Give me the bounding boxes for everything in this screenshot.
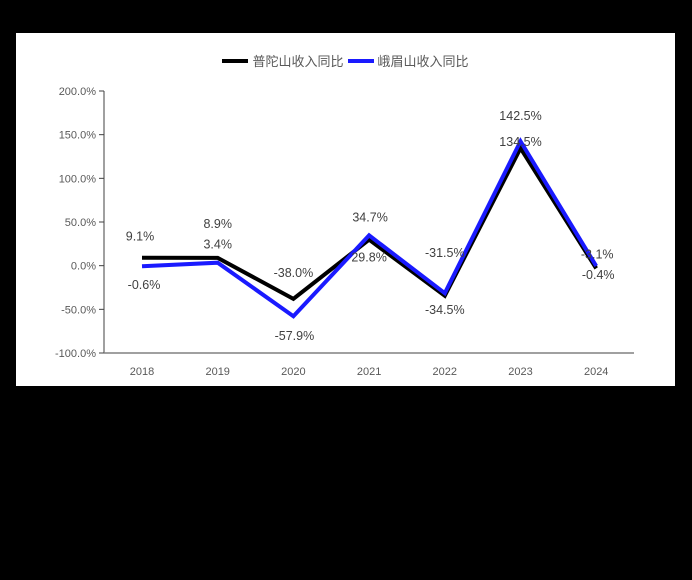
data-label: 29.8%: [351, 251, 386, 265]
legend-label: 峨眉山收入同比: [377, 55, 469, 70]
x-tick-label: 2019: [205, 366, 229, 378]
data-label: -0.4%: [582, 268, 615, 282]
data-label: 142.5%: [499, 109, 541, 123]
data-label: 3.4%: [203, 238, 232, 252]
chart-panel: 普陀山收入同比 峨眉山收入同比 200.0% 150.0% 100.0% 50.0% 0…: [16, 33, 675, 386]
legend-swatch-blue: [347, 58, 374, 63]
y-tick-label: 0.0%: [71, 261, 96, 273]
x-tick-label: 2020: [281, 366, 305, 378]
y-tick-label: 150.0%: [59, 130, 97, 142]
data-label: 134.5%: [499, 135, 541, 149]
y-tick-label: 50.0%: [65, 217, 96, 229]
data-label: 9.1%: [126, 230, 155, 244]
x-tick-label: 2023: [508, 366, 532, 378]
x-tick-label: 2022: [433, 366, 457, 378]
y-tick-label: 200.0%: [59, 86, 97, 98]
data-label: -0.6%: [128, 278, 161, 292]
data-label: -57.9%: [275, 329, 315, 343]
y-tick-label: -50.0%: [61, 304, 96, 316]
x-tick-label: 2018: [130, 366, 154, 378]
data-label: -31.5%: [425, 246, 465, 260]
data-label: -34.5%: [425, 303, 465, 317]
y-tick-label: 100.0%: [59, 173, 97, 185]
legend-item-emeishan[interactable]: 峨眉山收入同比: [347, 51, 469, 70]
legend-item-putuoshan[interactable]: 普陀山收入同比: [222, 51, 344, 70]
legend-label: 普陀山收入同比: [252, 55, 344, 70]
chart-legend: 普陀山收入同比 峨眉山收入同比: [16, 51, 675, 70]
line-chart: 200.0% 150.0% 100.0% 50.0% 0.0% -50.0% -100.0%…: [55, 86, 634, 378]
data-label: 8.9%: [203, 217, 232, 231]
x-tick-label: 2024: [584, 366, 608, 378]
data-label: 34.7%: [352, 210, 387, 224]
x-tick-label: 2021: [357, 366, 381, 378]
data-label: -38.0%: [274, 266, 314, 280]
data-label: -3.1%: [581, 247, 614, 261]
series-line-emeishan: [141, 137, 598, 319]
y-tick-label: -100.0%: [55, 348, 96, 360]
series-line-putuoshan: [141, 144, 598, 302]
legend-swatch-black: [222, 58, 249, 63]
